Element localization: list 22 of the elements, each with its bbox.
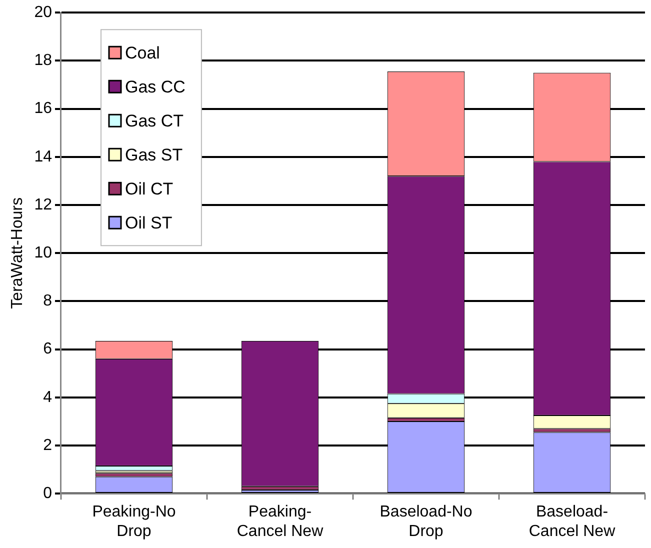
- x-tick-label: Baseload-Cancel New: [528, 504, 616, 540]
- y-axis-title: TeraWatt-Hours: [9, 197, 26, 309]
- legend-label: Gas CC: [124, 77, 186, 96]
- y-tick-label: 2: [43, 436, 52, 454]
- legend-label: Oil ST: [124, 213, 172, 232]
- y-tick-label: 10: [34, 244, 52, 262]
- y-tick-label: 4: [43, 388, 52, 406]
- y-tick-label: 0: [43, 485, 52, 502]
- y-tick-label: 20: [34, 4, 52, 22]
- x-tick-label: Baseload-No Drop: [380, 504, 472, 540]
- legend-label: Gas CT: [124, 111, 184, 130]
- legend-label: Gas ST: [124, 145, 183, 164]
- y-tick-label: 14: [34, 148, 52, 166]
- x-tick-label: Peaking-Cancel New: [236, 504, 324, 540]
- y-tick-label: 16: [34, 100, 52, 118]
- legend-label: Oil CT: [124, 179, 174, 198]
- y-tick-label: 6: [43, 340, 52, 358]
- x-tick-label: Peaking-No Drop: [92, 504, 176, 540]
- legend-label: Coal: [124, 43, 160, 62]
- y-tick-label: 12: [34, 196, 52, 214]
- y-tick-label: 8: [43, 292, 52, 310]
- y-tick-label: 18: [34, 52, 52, 70]
